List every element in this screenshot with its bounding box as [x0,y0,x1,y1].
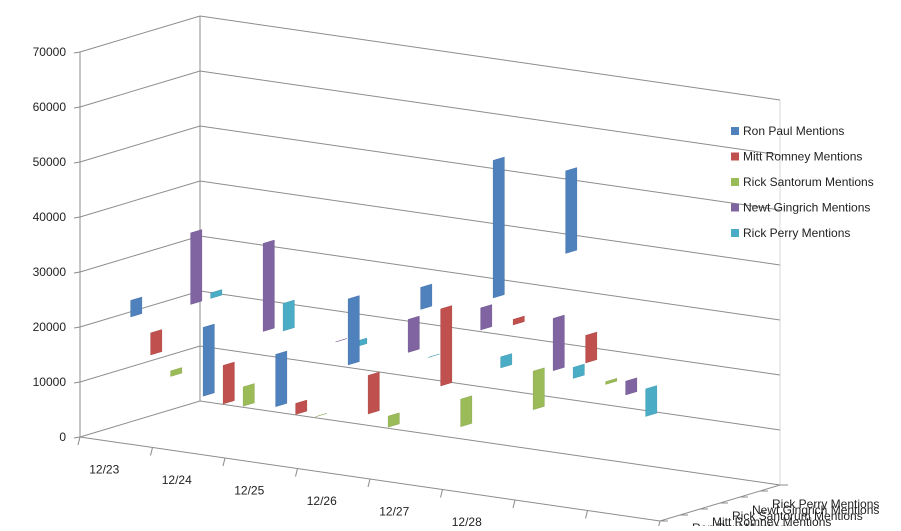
legend: Ron Paul Mentions Mitt Romney Mentions Ric… [731,124,874,240]
y-tick-label: 70000 [33,45,67,59]
grid-layer [80,16,780,485]
series-segment [493,157,504,298]
series-segment [263,240,274,331]
series-segment [151,330,162,355]
series-segment [606,378,617,384]
series-segment [348,296,359,365]
series-segment [388,413,399,427]
y-tick-label: 60000 [33,100,67,114]
series-segment [283,300,294,331]
gridline [80,181,780,265]
x-tick-label: 12/23 [89,462,119,476]
legend-swatch [731,178,739,186]
series-segment [223,362,234,404]
y-tick-mark [74,217,80,218]
series-segment [626,378,637,395]
y-tick-mark [74,327,80,328]
legend-swatch [731,204,739,212]
series-segment [501,354,512,368]
x-tick-label: 12/26 [307,494,337,508]
legend-swatch [731,229,739,237]
y-tick-mark [74,437,80,438]
x-tick-mark [658,521,660,526]
x-tick-label: 12/24 [162,473,192,487]
series-segment [191,230,202,305]
x-tick-mark [513,500,515,508]
gridline [80,16,780,100]
series-segment [441,306,452,386]
series-segment [421,284,432,309]
series-segment [553,315,564,371]
gridline [80,346,780,430]
x-tick-mark [368,479,370,487]
series-segment [586,332,597,363]
series-segment [276,351,287,407]
y-tick-mark [74,107,80,108]
series-layer [131,157,724,432]
depth-tick-label: Rick Perry Mentions [772,497,879,511]
y-tick-label: 30000 [33,265,67,279]
series-segment [131,297,142,317]
legend-swatch [731,153,739,161]
x-tick-mark [296,469,298,477]
series-segment [171,368,182,377]
series-segment [203,324,214,396]
series-segment [573,364,584,378]
series-segment [513,316,524,325]
series-line [171,368,684,432]
series-segment [211,290,222,299]
y-tick-label: 40000 [33,210,67,224]
x-tick-label: 12/25 [234,483,264,497]
series-segment [533,368,544,410]
legend-label: Mitt Romney Mentions [743,150,862,164]
series-segment [243,384,254,407]
y-tick-mark [74,382,80,383]
series-segment [461,396,472,427]
x-tick-label: 12/27 [379,504,409,518]
x-tick-mark [441,490,443,498]
y-tick-label: 0 [59,430,66,444]
gridline [80,71,780,155]
legend-label: Newt Gingrich Mentions [743,201,870,215]
series-segment [408,316,419,352]
series-segment [566,168,577,254]
legend-label: Rick Santorum Mentions [743,175,874,189]
y-tick-label: 10000 [33,375,67,389]
y-tick-label: 20000 [33,320,67,334]
x-tick-mark [586,511,588,519]
x-tick-mark [151,448,153,456]
legend-swatch [731,127,739,135]
y-tick-mark [74,272,80,273]
series-segment [368,372,379,414]
axis-layer: 0 10000 20000 30000 40000 50000 60000 70000 12/2… [33,16,880,526]
x-tick-mark [78,437,80,445]
series-segment [296,400,307,414]
series-segment [481,305,492,330]
x-tick-label: 12/28 [452,515,482,526]
series-segment [646,386,657,417]
legend-label: Ron Paul Mentions [743,124,844,138]
gridline [80,236,780,320]
y-tick-mark [74,162,80,163]
y-tick-mark [74,52,80,53]
legend-label: Rick Perry Mentions [743,226,850,240]
x-tick-mark [223,458,225,466]
gridline [80,126,780,210]
y-tick-label: 50000 [33,155,67,169]
